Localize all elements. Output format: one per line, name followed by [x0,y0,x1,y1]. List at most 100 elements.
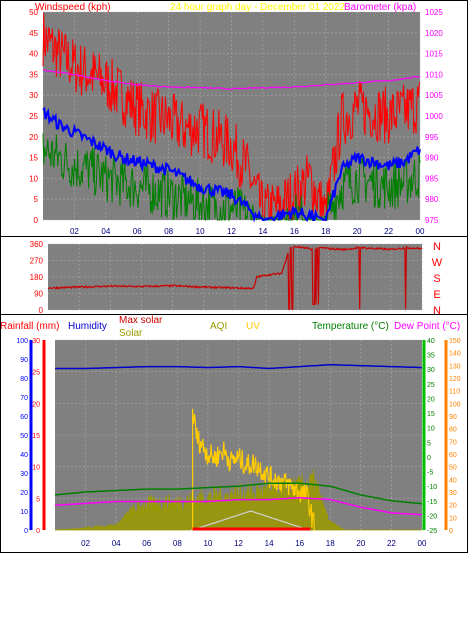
dew-point-y-tick-label: 100 [449,401,461,408]
weather-x-tick-label: 22 [387,539,396,548]
rainfall-y-tick-label: 100 [16,338,28,345]
humidity-axis-label: Humidity [68,321,107,332]
bottom-frame [0,314,468,553]
direction-y-tick-label: 90 [34,290,43,299]
wind-x-tick-label: 16 [290,227,299,236]
dew-point-axis-label: Dew Point (°C) [394,321,460,332]
temperature-y-tick-label: 40 [427,338,435,345]
barometer-series [42,69,421,91]
rainfall-y-tick-label: 60 [20,414,28,421]
weather-series [54,363,423,531]
wind-y-tick-label: 45 [29,29,38,38]
temperature-y-tick-label: 0 [427,455,431,462]
weather-x-tick-label: 20 [356,539,365,548]
temperature-y-tick-label: -20 [427,513,437,520]
weather-x-tick-label: 16 [295,539,304,548]
wind-y-tick-label: 30 [29,91,38,100]
wind-x-tick-label: 00 [416,227,425,236]
wind-y-tick-label: 20 [29,133,38,142]
wind-y-tick-label: 5 [34,195,39,204]
uv-series [192,408,315,531]
wind-y-tick-label: 35 [29,70,38,79]
rainfall-y-tick-label: 0 [24,528,28,535]
temperature-y-tick-label: -25 [427,528,437,535]
dew-point-y-tick-label: 130 [449,363,461,370]
humidity-y-tick-label: 20 [32,401,40,408]
barometer-y-ticks: 975 980 985 990 995 1000 1005 1010 1015 1020 1025 [425,8,443,225]
wind-x-tick-label: 08 [164,227,173,236]
wind-x-tick-label: 22 [384,227,393,236]
wind-avg-blue-series [42,106,421,223]
compass-label-e: E [433,289,440,301]
humidity-y-tick-label: 10 [32,465,40,472]
temperature-axis-label: Temperature (°C) [312,321,389,332]
dew-point-y-tick-label: 30 [449,490,457,497]
wind-x-tick-label: 06 [133,227,142,236]
humidity-y-tick-label: 25 [32,370,40,377]
weather-x-tick-label: 10 [203,539,212,548]
rainfall-y-tick-label: 20 [20,490,28,497]
barometer-y-tick-label: 980 [425,195,439,204]
weather-x-tick-label: 06 [142,539,151,548]
direction-y-tick-label: 270 [30,257,44,266]
barometer-y-tick-label: 1015 [425,50,443,59]
barometer-y-tick-label: 1025 [425,8,443,17]
humidity-y-tick-label: 15 [32,433,40,440]
temperature-y-tick-label: 15 [427,411,435,418]
dew-point-series [54,496,423,516]
temperature-y-tick-label: -5 [427,470,433,477]
wind-y-tick-label: 25 [29,112,38,121]
weather-x-tick-label: 02 [81,539,90,548]
wind-x-tick-label: 04 [101,227,110,236]
wind-x-tick-label: 10 [196,227,205,236]
dew-point-y-tick-label: 20 [449,503,457,510]
weather-x-tick-label: 18 [326,539,335,548]
wind-avg-green-series [42,133,421,222]
wind-x-tick-label: 20 [353,227,362,236]
weather-x-tick-label: 04 [112,539,121,548]
dew-point-y-tick-label: 150 [449,338,461,345]
temperature-y-tick-label: 20 [427,396,435,403]
temperature-y-tick-label: 35 [427,353,435,360]
weather-y-axes: 0 10 20 30 40 50 60 70 80 90 100 0 5 10 15 20 25 30 -25 -20… [16,338,460,535]
wind-x-ticks: 02 04 06 08 10 12 14 16 18 20 22 00 [70,227,425,236]
barometer-y-tick-label: 985 [425,174,439,183]
dew-point-y-tick-label: 120 [449,376,461,383]
rainfall-y-tick-label: 50 [20,433,28,440]
wind-y-tick-label: 40 [29,50,38,59]
dew-point-y-tick-label: 110 [449,389,460,396]
wind-direction-series [47,245,423,310]
weather-x-tick-label: 08 [173,539,182,548]
dew-point-y-tick-label: 0 [449,528,453,535]
legend-aqi: AQI [210,321,227,332]
wind-series [42,13,421,223]
barometer-y-tick-label: 1020 [425,29,443,38]
humidity-y-tick-label: 0 [36,528,40,535]
dew-point-y-tick-label: 10 [449,515,457,522]
weather-x-ticks: 02 04 06 08 10 12 14 16 18 20 22 00 [81,539,427,548]
compass-label-s: S [433,273,440,285]
humidity-y-tick-label: 5 [36,496,40,503]
barometer-y-tick-label: 995 [425,133,439,142]
temperature-y-tick-label: 25 [427,382,435,389]
wind-y-ticks: 0 5 10 15 20 25 30 35 40 45 50 [29,8,38,225]
wind-y-tick-label: 0 [34,216,39,225]
rainfall-y-tick-label: 30 [20,471,28,478]
rainfall-y-tick-label: 90 [20,357,28,364]
dew-point-y-tick-label: 90 [449,414,457,421]
weather-x-tick-label: 00 [418,539,427,548]
dew-point-y-tick-label: 70 [449,439,457,446]
humidity-series [55,363,423,370]
weather-x-tick-label: 14 [265,539,274,548]
barometer-y-tick-label: 1010 [425,70,443,79]
direction-y-ticks: 0 90 180 270 360 [30,240,44,315]
wind-x-tick-label: 18 [321,227,330,236]
temperature-series [54,482,423,505]
wind-grid [43,11,421,221]
barometer-y-tick-label: 975 [425,216,439,225]
rainfall-axis-label: Rainfall (mm) [0,321,59,332]
dew-point-y-tick-label: 80 [449,427,457,434]
dew-point-y-tick-label: 60 [449,452,457,459]
